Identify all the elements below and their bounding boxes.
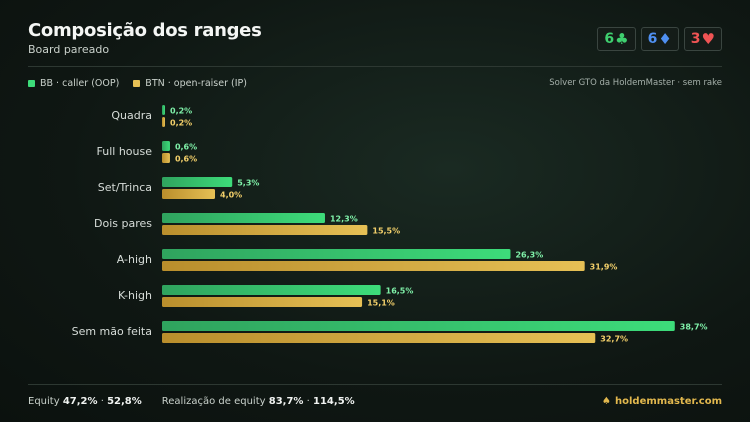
equity-label: Equity	[28, 396, 60, 407]
brand-label: holdemmaster.com	[615, 396, 722, 407]
value-label-btn: 15,5%	[372, 227, 400, 236]
value-label-bb: 26,3%	[515, 251, 543, 260]
value-label-bb: 12,3%	[330, 215, 358, 224]
legend-swatch-bb	[28, 80, 35, 87]
bar-bb	[162, 213, 325, 223]
range-composition-chart: Quadra 0,2% 0,2% Full house 0,6% 0,6% Set/Trin…	[72, 105, 708, 344]
header-divider	[28, 66, 722, 67]
page-subtitle: Board pareado	[28, 43, 110, 56]
value-label-bb: 0,6%	[175, 143, 197, 152]
category-label: K-high	[118, 289, 152, 302]
bar-btn	[162, 333, 596, 343]
realization-btn: 114,5%	[313, 396, 355, 407]
value-label-bb: 38,7%	[680, 323, 708, 332]
bar-btn	[162, 117, 165, 127]
equity-stat: Equity 47,2% · 52,8%	[28, 396, 142, 407]
spade-icon: ♠	[602, 396, 612, 407]
diamond-icon: ♦	[658, 30, 672, 48]
bar-btn	[162, 297, 363, 307]
equity-bb: 47,2%	[62, 396, 98, 407]
club-icon: ♣	[615, 30, 629, 48]
bar-bb	[162, 249, 511, 259]
heart-icon: ♥	[701, 30, 715, 48]
category-label: Quadra	[111, 109, 152, 122]
board-cards: 6 ♣ 6 ♦ 3 ♥	[597, 27, 722, 51]
bar-btn	[162, 153, 170, 163]
bar-btn	[162, 225, 368, 235]
bar-bb	[162, 177, 233, 187]
board-card-3: 3 ♥	[683, 27, 722, 51]
bar-btn	[162, 189, 215, 199]
board-card-1: 6 ♣	[597, 27, 636, 51]
value-label-bb: 0,2%	[170, 107, 192, 116]
category-label: Set/Trinca	[98, 181, 152, 194]
realization-bb: 83,7%	[268, 396, 304, 407]
category-label: A-high	[117, 253, 152, 266]
legend-label-btn: BTN · open-raiser (IP)	[145, 78, 247, 89]
value-label-bb: 5,3%	[237, 179, 259, 188]
value-label-btn: 31,9%	[590, 263, 618, 272]
board-card-2: 6 ♦	[640, 27, 679, 51]
brand-link[interactable]: ♠ holdemmaster.com	[602, 396, 722, 407]
equity-separator: ·	[100, 396, 104, 407]
value-label-btn: 0,2%	[170, 119, 192, 128]
card-rank: 6	[647, 31, 658, 47]
value-label-btn: 15,1%	[367, 299, 395, 308]
source-note: Solver GTO da HoldemMaster · sem rake	[549, 78, 722, 88]
card-rank: 6	[604, 31, 615, 47]
legend-label-bb: BB · caller (OOP)	[40, 78, 120, 89]
legend-item-btn: BTN · open-raiser (IP)	[133, 78, 247, 89]
realization-label: Realização de equity	[161, 396, 266, 407]
value-label-btn: 0,6%	[175, 155, 197, 164]
value-label-btn: 4,0%	[220, 191, 242, 200]
footer-divider	[28, 384, 722, 385]
category-label: Sem mão feita	[72, 325, 152, 338]
value-label-btn: 32,7%	[600, 335, 628, 344]
chart-legend: BB · caller (OOP) BTN · open-raiser (IP)	[28, 78, 247, 89]
bar-bb	[162, 105, 165, 115]
legend-item-bb: BB · caller (OOP)	[28, 78, 119, 89]
bar-btn	[162, 261, 585, 271]
bar-bb	[162, 321, 675, 331]
bar-bb	[162, 285, 381, 295]
card-rank: 3	[690, 31, 701, 47]
page-title: Composição dos ranges	[28, 20, 262, 41]
legend-swatch-btn	[133, 80, 141, 87]
footer-stats: Equity 47,2% · 52,8% Realização de equit…	[28, 396, 355, 407]
bar-bb	[162, 141, 170, 151]
equity-btn: 52,8%	[107, 396, 142, 407]
realization-stat: Realização de equity 83,7% · 114,5%	[162, 396, 355, 407]
category-label: Full house	[97, 145, 153, 158]
value-label-bb: 16,5%	[386, 287, 414, 296]
category-label: Dois pares	[94, 217, 152, 230]
realization-separator: ·	[306, 396, 310, 407]
